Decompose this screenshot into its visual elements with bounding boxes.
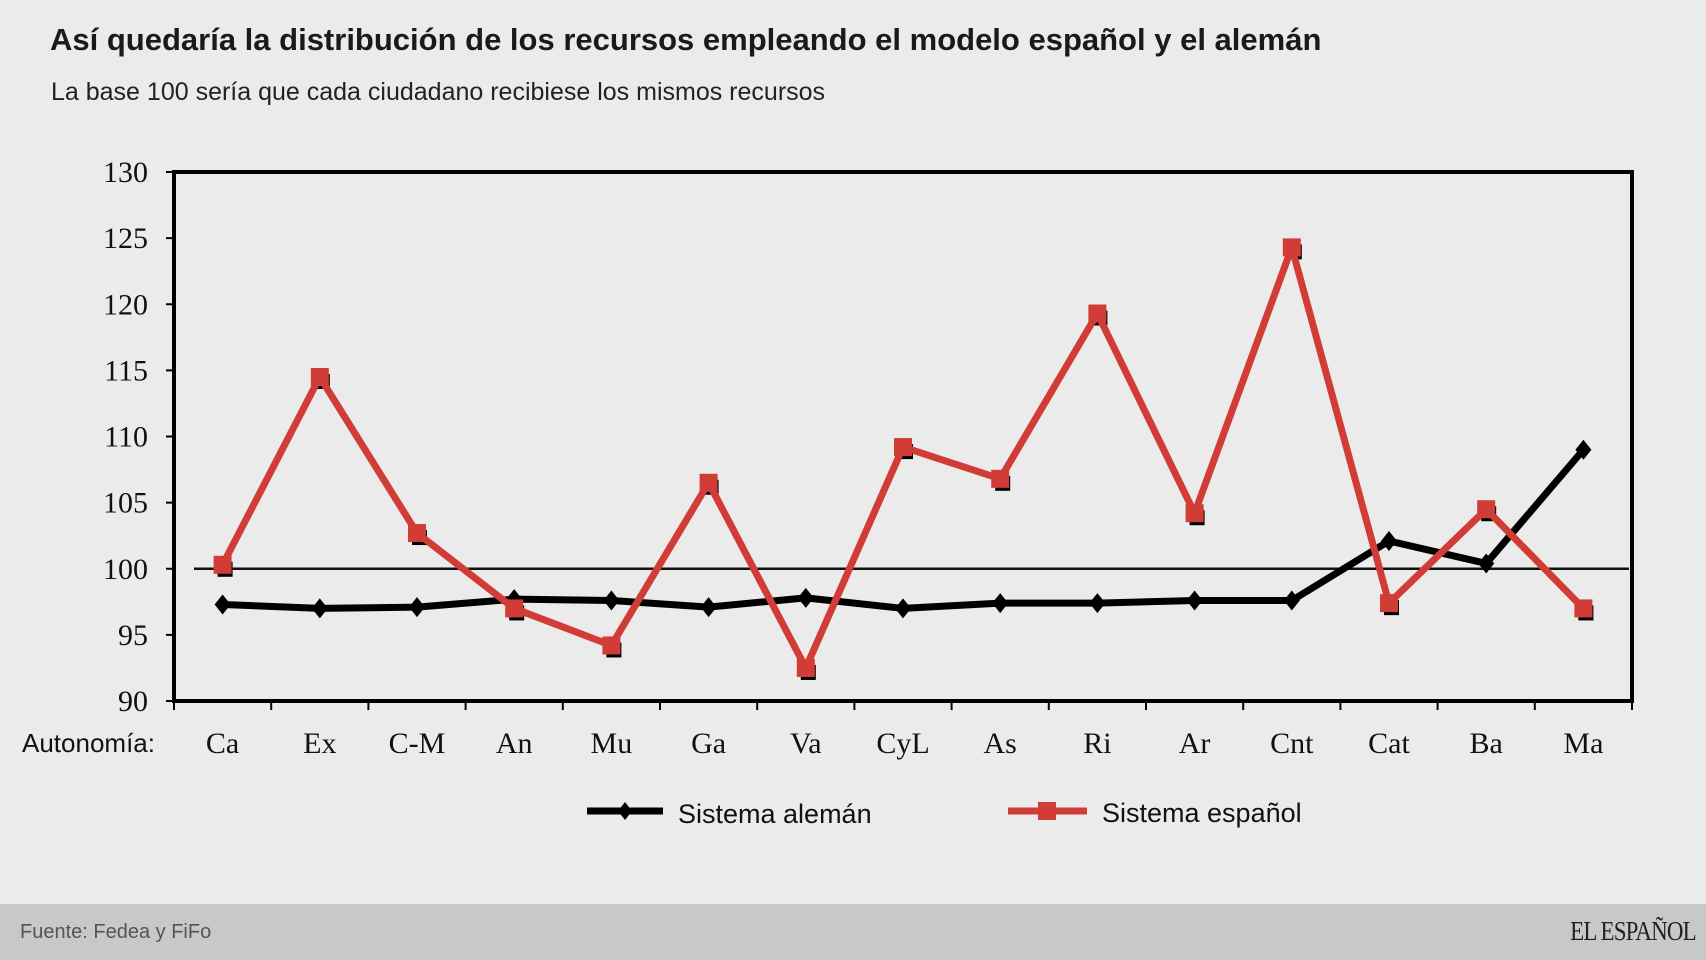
data-point-sistema-espanol xyxy=(991,469,1010,488)
series-line-sistema-aleman xyxy=(222,447,1587,612)
data-point-sistema-espanol xyxy=(796,658,815,677)
data-point-sistema-aleman xyxy=(1478,553,1495,574)
y-tick-label: 95 xyxy=(118,619,148,652)
data-point-sistema-espanol xyxy=(1088,304,1107,323)
chart-subtitle: La base 100 sería que cada ciudadano rec… xyxy=(51,78,826,106)
data-point-sistema-espanol xyxy=(408,524,426,543)
data-point-sistema-espanol xyxy=(213,555,232,574)
y-tick-label: 105 xyxy=(103,487,148,520)
data-point-sistema-aleman xyxy=(700,597,717,618)
data-point-sistema-aleman xyxy=(797,587,814,608)
y-tick-label: 120 xyxy=(103,288,148,321)
legend-marker-diamond-icon xyxy=(618,802,632,820)
x-axis-label: Autonomía: xyxy=(22,728,155,758)
x-tick-label: An xyxy=(496,727,533,760)
data-point-sistema-espanol xyxy=(699,473,718,492)
data-point-sistema-espanol xyxy=(310,367,329,386)
data-point-sistema-espanol xyxy=(602,636,621,655)
data-point-sistema-espanol xyxy=(1477,500,1496,519)
data-point-sistema-aleman xyxy=(1186,590,1203,611)
data-point-sistema-espanol xyxy=(1380,594,1398,613)
data-point-sistema-espanol xyxy=(1282,238,1301,257)
x-tick-label: Ex xyxy=(303,727,336,760)
data-point-sistema-aleman xyxy=(409,597,425,618)
data-point-sistema-aleman xyxy=(603,590,620,611)
data-point-sistema-aleman xyxy=(1575,439,1592,460)
x-tick-label: CyL xyxy=(876,727,929,760)
legend-label-sistema-espanol: Sistema español xyxy=(1102,798,1302,828)
x-tick-label: C-M xyxy=(389,727,446,760)
x-tick-label: Ar xyxy=(1179,727,1211,760)
x-tick-label: Ga xyxy=(691,727,726,760)
data-point-sistema-aleman xyxy=(895,598,911,619)
y-tick-label: 100 xyxy=(103,553,148,586)
data-point-sistema-aleman xyxy=(1283,590,1300,611)
x-tick-label: Cat xyxy=(1368,727,1410,760)
y-tick-label: 115 xyxy=(104,354,148,387)
x-tick-label: Ri xyxy=(1083,727,1111,760)
x-tick-label: Ba xyxy=(1470,727,1503,760)
data-point-sistema-aleman xyxy=(311,598,328,619)
x-tick-label: As xyxy=(984,727,1017,760)
data-point-sistema-espanol xyxy=(1185,504,1204,523)
y-tick-label: 125 xyxy=(103,222,148,255)
x-tick-label: Va xyxy=(790,727,822,760)
x-tick-label: Ma xyxy=(1563,727,1603,760)
data-point-sistema-espanol xyxy=(894,438,912,457)
el-espanol-logo: EL ESPAÑOL xyxy=(1570,916,1696,946)
source-note: Fuente: Fedea y FiFo xyxy=(20,921,212,943)
footer: Fuente: Fedea y FiFo EL ESPAÑOL xyxy=(0,904,1706,960)
data-point-sistema-aleman xyxy=(1381,530,1397,551)
y-tick-label: 110 xyxy=(104,421,148,454)
x-tick-label: Mu xyxy=(591,727,633,760)
data-point-sistema-espanol xyxy=(505,599,524,618)
y-tick-label: 130 xyxy=(103,156,148,189)
data-point-sistema-aleman xyxy=(992,593,1009,614)
y-tick-label: 90 xyxy=(118,685,148,718)
plot-frame xyxy=(172,170,1634,703)
legend-label-sistema-aleman: Sistema alemán xyxy=(678,799,872,829)
data-point-sistema-espanol xyxy=(1574,599,1593,618)
x-tick-label: Ca xyxy=(206,727,239,760)
data-point-sistema-aleman xyxy=(214,594,231,615)
legend-marker-square-icon xyxy=(1038,802,1056,820)
legend: Sistema alemán Sistema español xyxy=(587,798,1302,829)
data-point-sistema-aleman xyxy=(1089,593,1106,614)
chart-title: Así quedaría la distribución de los recu… xyxy=(50,22,1322,57)
x-tick-label: Cnt xyxy=(1270,727,1314,760)
